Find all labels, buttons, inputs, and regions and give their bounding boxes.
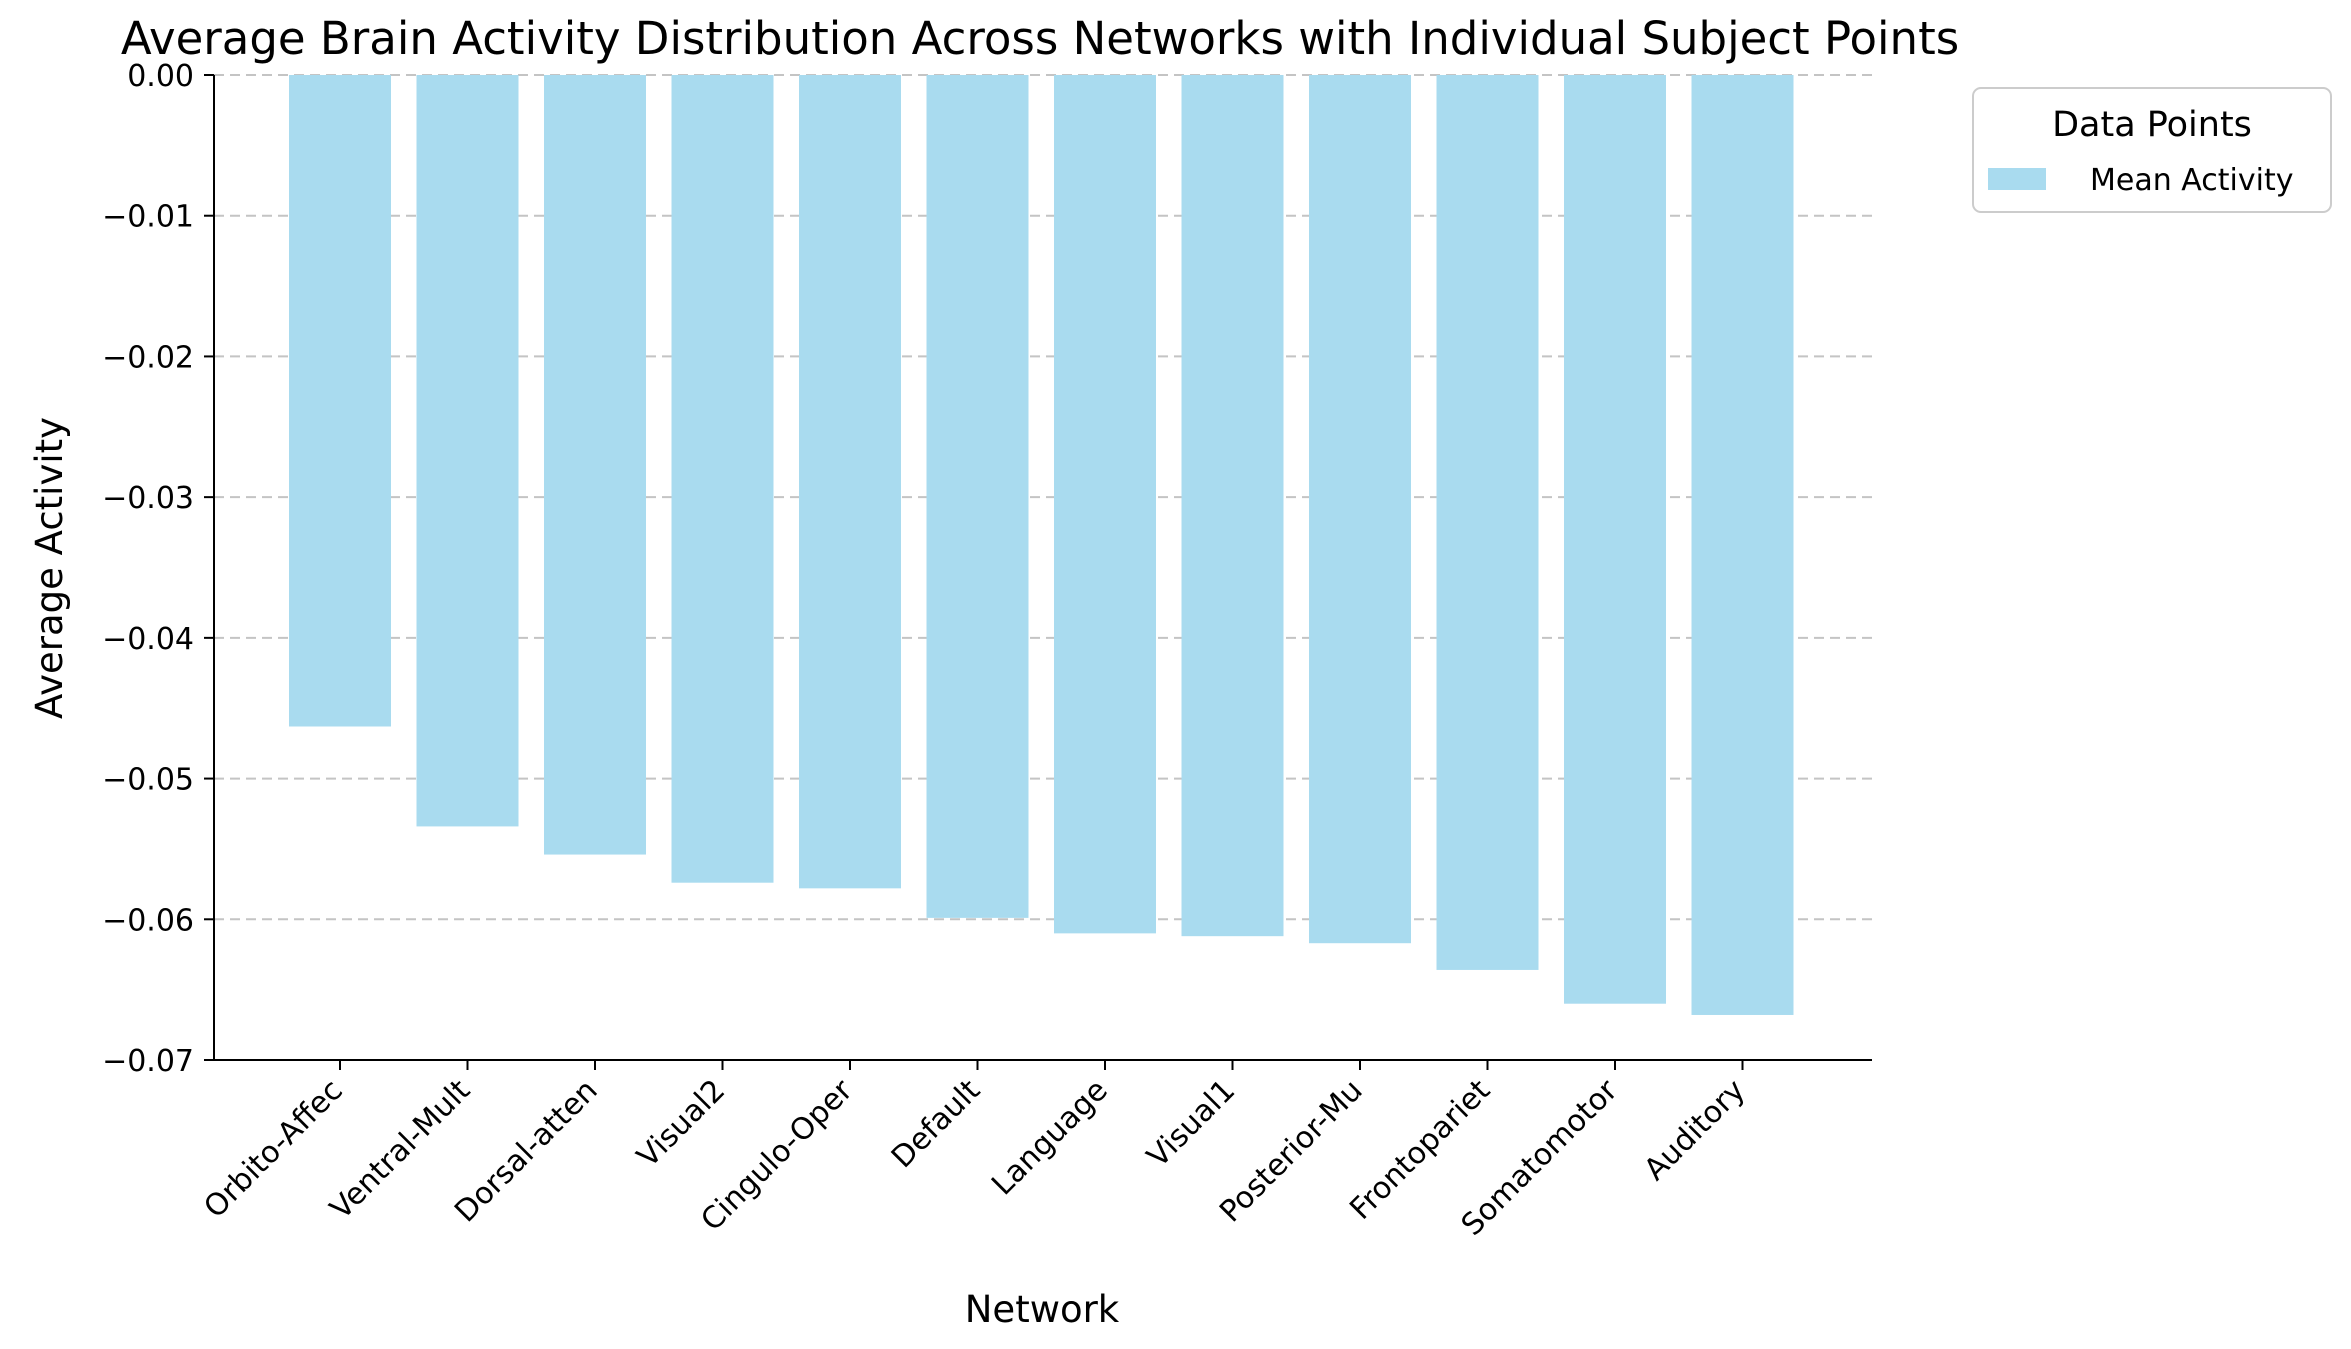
bar-auditory xyxy=(1691,75,1794,1015)
y-tick-label: −0.04 xyxy=(102,622,194,657)
y-tick-label: −0.01 xyxy=(102,200,194,235)
bars xyxy=(289,75,1794,1015)
bar-cingulo-oper xyxy=(799,75,901,889)
legend-swatch xyxy=(1988,168,2046,190)
y-tick-label: −0.02 xyxy=(102,340,194,375)
y-tick-label: 0.00 xyxy=(127,59,194,94)
y-axis-ticks: 0.00 −0.01 −0.02 −0.03 −0.04 −0.05 −0.06 −0.07 xyxy=(102,59,214,1079)
bar-posterior-mu xyxy=(1309,75,1411,944)
y-axis-label: Average Activity xyxy=(28,417,71,719)
bar-default xyxy=(926,75,1029,918)
y-tick-label: −0.07 xyxy=(102,1044,194,1079)
legend: Data Points Mean Activity xyxy=(1972,87,2332,213)
bar-dorsal-atten xyxy=(544,75,646,855)
x-axis-label: Network xyxy=(965,1288,1120,1331)
chart-title: Average Brain Activity Distribution Acro… xyxy=(121,12,1959,65)
y-tick-label: −0.03 xyxy=(102,481,194,516)
x-tick-label: Auditory xyxy=(1638,1073,1753,1188)
x-tick-label: Language xyxy=(985,1073,1114,1202)
y-tick-label: −0.06 xyxy=(102,903,194,938)
legend-entry-label: Mean Activity xyxy=(2090,163,2293,198)
bar-frontopariet xyxy=(1436,75,1539,970)
bar-language xyxy=(1054,75,1156,934)
legend-frame xyxy=(1972,87,2332,213)
bar-orbito-affec xyxy=(289,75,391,727)
legend-title: Data Points xyxy=(2052,105,2252,145)
bar-ventral-mult xyxy=(416,75,519,827)
y-tick-label: −0.05 xyxy=(102,763,194,798)
x-tick-label: Visual2 xyxy=(631,1073,733,1175)
bar-visual1 xyxy=(1181,75,1284,937)
bar-visual2 xyxy=(671,75,774,883)
bar-somatomotor xyxy=(1564,75,1666,1004)
x-tick-label: Default xyxy=(885,1073,987,1175)
x-tick-label: Visual1 xyxy=(1141,1073,1243,1175)
